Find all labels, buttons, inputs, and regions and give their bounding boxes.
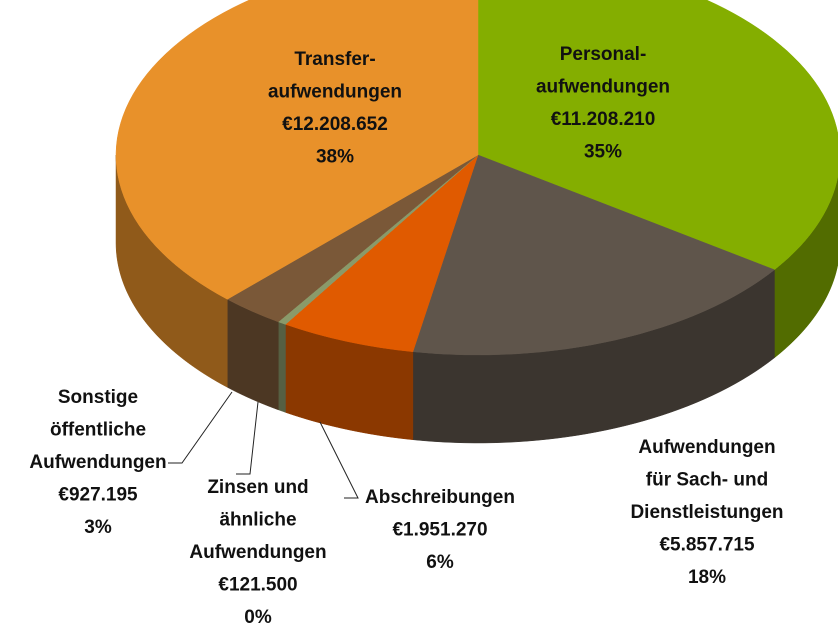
- category-label: Personal-: [560, 44, 647, 65]
- slice: [477, 0, 838, 271]
- slice: [412, 154, 775, 356]
- leader-line: [168, 391, 233, 464]
- data-label: Transfer-aufwendungen €12.208.652 38%: [268, 49, 402, 168]
- category-label: Zinsen und: [207, 477, 308, 498]
- value-label: €1.951.270: [392, 520, 487, 541]
- category-label: Aufwendungen: [638, 437, 775, 458]
- value-label: €12.208.652: [282, 114, 388, 135]
- category-label: Aufwendungen: [29, 452, 166, 473]
- value-label: €121.500: [218, 575, 297, 596]
- percentage-label: 38%: [316, 147, 354, 168]
- value-label: €5.857.715: [659, 535, 755, 556]
- category-label: Dienstleistungen: [630, 502, 783, 523]
- category-label: Aufwendungen: [189, 542, 326, 563]
- data-label: Zinsen und ähnliche Aufwendungen €121.500 0%: [189, 477, 326, 625]
- percentage-label: 0%: [244, 607, 272, 625]
- slice: [115, 0, 479, 300]
- category-label: Sonstige: [58, 387, 138, 408]
- slice: [285, 154, 479, 353]
- value-label: €927.195: [58, 485, 138, 506]
- category-label: aufwendungen: [268, 82, 402, 103]
- category-label: für Sach- und: [646, 470, 768, 491]
- category-label: Abschreibungen: [365, 487, 515, 508]
- category-label: aufwendungen: [536, 77, 670, 98]
- slice-side: [278, 321, 286, 413]
- percentage-label: 3%: [84, 517, 112, 538]
- leader-line: [319, 421, 359, 499]
- category-label: öffentliche: [50, 420, 146, 441]
- leader-line: [236, 401, 259, 475]
- percentage-label: 35%: [584, 142, 622, 163]
- data-label: Sonstige öffentliche Aufwendungen €927.195 3…: [29, 387, 166, 538]
- category-label: ähnliche: [219, 510, 296, 531]
- data-label: Personal-aufwendungen €11.208.210 35%: [536, 44, 670, 163]
- percentage-label: 18%: [688, 567, 726, 588]
- data-label: Abschreibungen €1.951.270 6%: [365, 487, 515, 573]
- value-label: €11.208.210: [551, 109, 656, 130]
- percentage-label: 6%: [426, 552, 454, 573]
- data-label: Aufwendungen für Sach- und Dienstleistunge…: [630, 437, 783, 588]
- category-label: Transfer-: [294, 49, 375, 70]
